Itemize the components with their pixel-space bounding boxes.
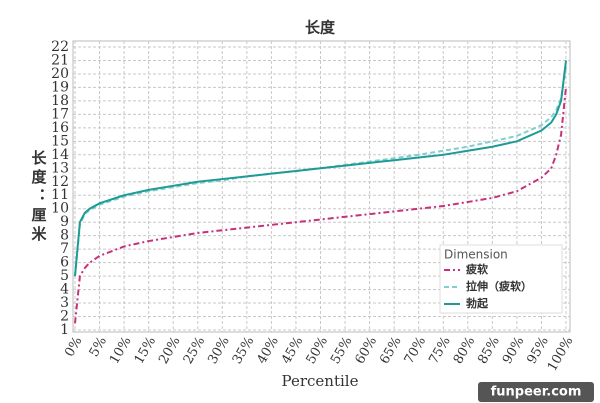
y-tick-label: 16: [51, 120, 69, 136]
watermark: funpeer.com: [491, 385, 582, 400]
y-tick-label: 15: [51, 133, 69, 149]
x-tick-label: 45%: [279, 334, 306, 367]
y-axis-label: 长度：厘米: [30, 149, 48, 245]
y-tick-label: 10: [51, 201, 69, 217]
legend-title: Dimension: [444, 248, 508, 262]
x-tick-label: 20%: [156, 334, 183, 367]
y-tick-label: 17: [51, 106, 69, 122]
x-tick-label: 75%: [426, 334, 453, 367]
x-tick-label: 50%: [304, 334, 331, 367]
x-tick-label: 40%: [254, 334, 281, 367]
y-tick-label: 13: [51, 160, 69, 176]
y-tick-label: 11: [51, 187, 69, 203]
y-tick-label: 2: [60, 309, 69, 325]
y-tick-label: 5: [60, 268, 69, 284]
y-tick-label: 7: [60, 241, 69, 257]
x-tick-label: 25%: [181, 334, 208, 367]
x-tick-label: 0%: [62, 334, 85, 359]
y-tick-label: 1: [60, 322, 69, 338]
x-tick-label: 30%: [205, 334, 232, 367]
y-tick-label: 12: [51, 174, 69, 190]
data-line: [74, 87, 567, 324]
y-tick-label: 3: [60, 295, 69, 311]
x-axis-label: Percentile: [282, 372, 359, 390]
data-line: [74, 60, 567, 277]
plot-area: [72, 40, 571, 333]
x-tick-label: 65%: [377, 334, 404, 367]
x-tick-label: 15%: [132, 334, 159, 367]
legend-label: 勃起: [466, 296, 489, 310]
y-tick-label: 4: [60, 282, 69, 298]
chart-title: 长度: [305, 19, 336, 37]
x-tick-label: 85%: [475, 334, 502, 367]
y-tick-label: 22: [51, 39, 69, 55]
y-tick-label: 8: [60, 228, 69, 244]
legend-label: 拉伸（疲软）: [466, 279, 532, 293]
y-tick-label: 21: [51, 52, 69, 68]
y-tick-label: 9: [60, 214, 69, 230]
y-tick-label: 14: [51, 147, 69, 163]
legend-box: [439, 244, 563, 314]
x-tick-label: 70%: [402, 334, 429, 367]
y-tick-label: 20: [51, 66, 69, 82]
y-tick-label: 19: [51, 79, 69, 95]
x-tick-label: 80%: [451, 334, 478, 367]
x-tick-label: 10%: [107, 334, 134, 367]
legend-label: 疲软: [466, 262, 489, 276]
x-tick-label: 100%: [545, 334, 577, 374]
y-tick-label: 6: [60, 255, 69, 271]
x-tick-label: 55%: [328, 334, 355, 367]
x-tick-label: 90%: [500, 334, 527, 367]
x-tick-label: 35%: [230, 334, 257, 367]
x-tick-label: 5%: [87, 334, 110, 359]
x-tick-label: 60%: [353, 334, 380, 367]
y-tick-label: 18: [51, 93, 69, 109]
watermark-bg: [478, 382, 594, 402]
